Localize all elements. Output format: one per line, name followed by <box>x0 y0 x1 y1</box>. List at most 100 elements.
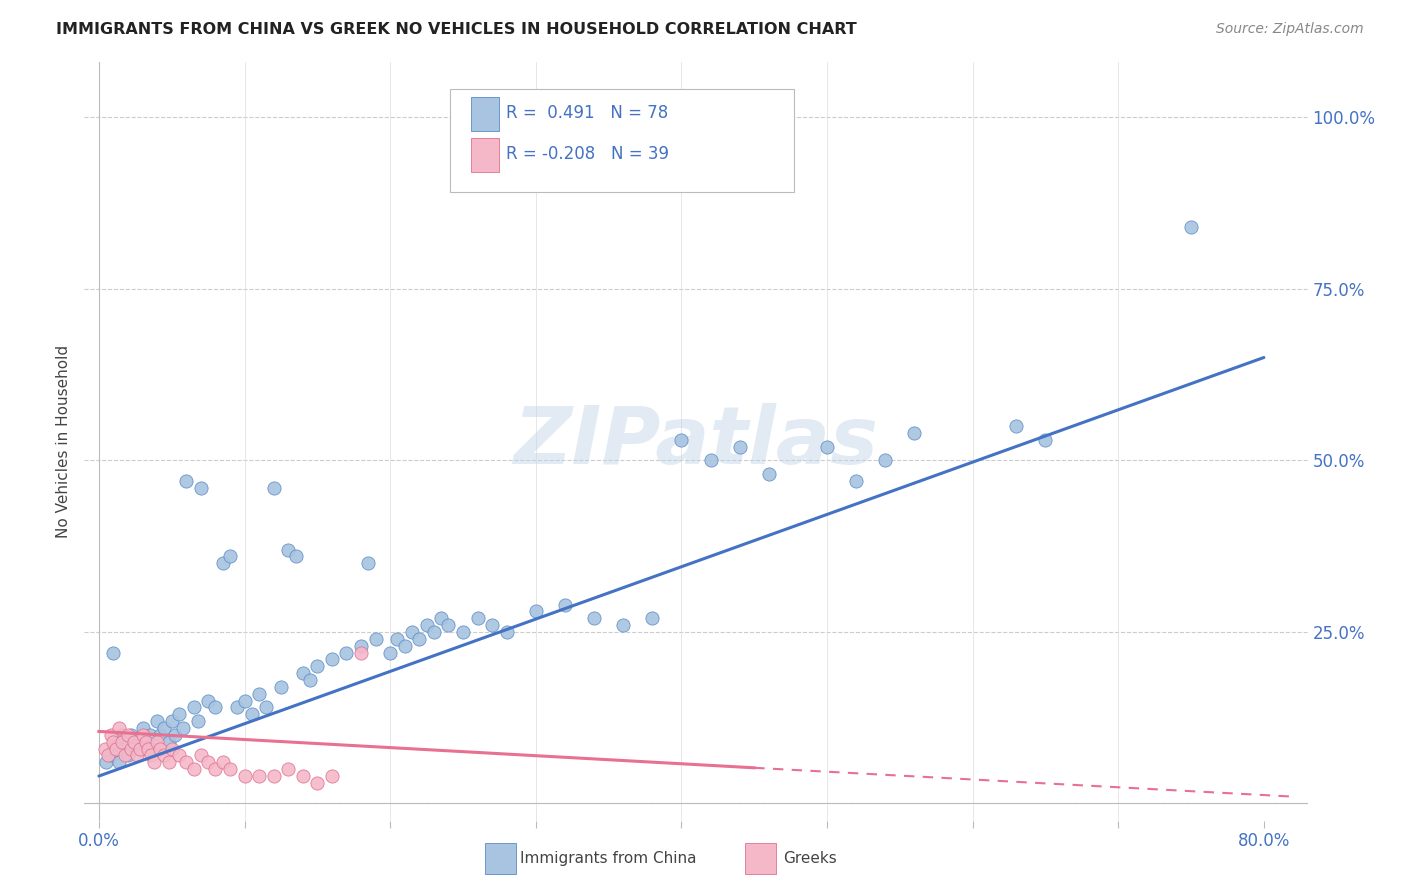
Point <box>100 748 122 763</box>
Point <box>197 693 219 707</box>
Point <box>135 735 157 749</box>
Point <box>233 693 256 707</box>
Point <box>105 741 128 756</box>
Point <box>128 741 150 756</box>
Point <box>93 741 115 756</box>
Point <box>219 549 242 564</box>
Text: ZIPatlas: ZIPatlas <box>513 402 879 481</box>
Point <box>146 735 169 749</box>
Point <box>641 611 664 625</box>
Point <box>103 735 125 749</box>
Point <box>1005 419 1028 434</box>
Point <box>415 618 437 632</box>
Point <box>153 748 176 763</box>
Point <box>451 624 474 639</box>
Point <box>172 721 194 735</box>
Point <box>321 652 343 666</box>
Point <box>728 440 751 454</box>
Text: Immigrants from China: Immigrants from China <box>520 851 697 865</box>
Point <box>160 714 183 728</box>
Point <box>277 542 299 557</box>
Point <box>254 700 277 714</box>
Point <box>350 639 373 653</box>
Text: R = -0.208   N = 39: R = -0.208 N = 39 <box>506 145 669 163</box>
Point <box>124 735 146 749</box>
Point <box>146 714 169 728</box>
Point <box>190 481 212 495</box>
Point <box>307 776 329 790</box>
Text: IMMIGRANTS FROM CHINA VS GREEK NO VEHICLES IN HOUSEHOLD CORRELATION CHART: IMMIGRANTS FROM CHINA VS GREEK NO VEHICL… <box>56 22 858 37</box>
Point <box>467 611 489 625</box>
Point <box>284 549 307 564</box>
Point <box>401 624 423 639</box>
Point <box>307 659 329 673</box>
Point <box>335 646 357 660</box>
Point <box>758 467 780 482</box>
Point <box>277 762 299 776</box>
Point <box>125 748 148 763</box>
Point <box>143 756 166 770</box>
Point <box>131 721 153 735</box>
Point <box>114 741 136 756</box>
Point <box>167 707 190 722</box>
Point <box>111 728 134 742</box>
Point <box>364 632 387 646</box>
Point <box>174 756 197 770</box>
Point <box>157 735 180 749</box>
Point <box>157 756 180 770</box>
Point <box>1180 220 1202 235</box>
Point <box>128 741 150 756</box>
Point <box>103 646 125 660</box>
Point <box>240 707 263 722</box>
Point <box>111 735 134 749</box>
Point <box>554 598 576 612</box>
Point <box>153 721 176 735</box>
Point <box>100 728 122 742</box>
Point <box>131 728 153 742</box>
Point <box>612 618 634 632</box>
Point <box>139 728 162 742</box>
Point <box>357 557 380 571</box>
Point <box>270 680 292 694</box>
Point <box>815 440 838 454</box>
Point <box>321 769 343 783</box>
Text: Source: ZipAtlas.com: Source: ZipAtlas.com <box>1216 22 1364 37</box>
Point <box>117 728 139 742</box>
Point <box>97 748 120 763</box>
Point <box>120 728 142 742</box>
Point <box>524 604 547 618</box>
Point <box>481 618 503 632</box>
Point <box>211 557 233 571</box>
Point <box>190 748 212 763</box>
Point <box>167 748 190 763</box>
Point <box>423 624 446 639</box>
Point <box>183 700 205 714</box>
Point <box>408 632 430 646</box>
Point <box>875 453 897 467</box>
Point <box>163 728 186 742</box>
Point <box>174 474 197 488</box>
Point <box>233 769 256 783</box>
Point <box>135 735 157 749</box>
Point <box>845 474 868 488</box>
Point <box>183 762 205 776</box>
Point <box>149 728 172 742</box>
Point <box>430 611 453 625</box>
Point <box>138 741 160 756</box>
Point <box>120 741 142 756</box>
Point <box>583 611 606 625</box>
Point <box>299 673 322 687</box>
Point <box>187 714 209 728</box>
Point <box>117 748 139 763</box>
Point <box>149 741 172 756</box>
Point <box>114 748 136 763</box>
Text: Greeks: Greeks <box>783 851 837 865</box>
Point <box>247 769 270 783</box>
Point <box>108 756 131 770</box>
Point <box>204 700 226 714</box>
Text: R =  0.491   N = 78: R = 0.491 N = 78 <box>506 104 668 122</box>
Point <box>495 624 517 639</box>
Point <box>903 425 925 440</box>
Point <box>350 646 373 660</box>
Point <box>219 762 242 776</box>
